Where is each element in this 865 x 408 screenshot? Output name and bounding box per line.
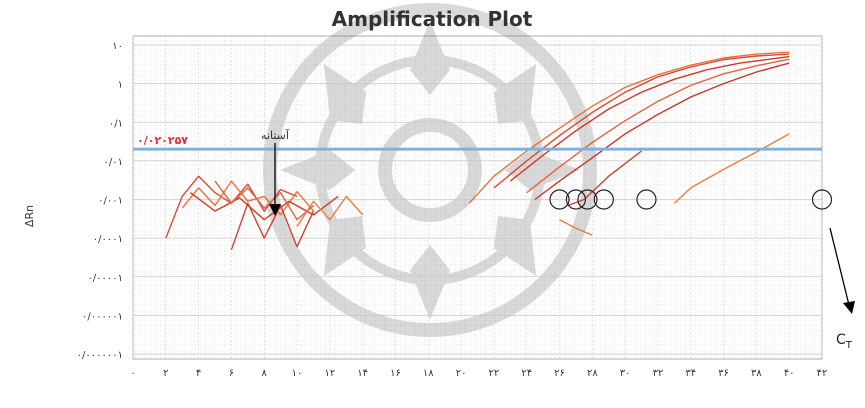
amplification-curve xyxy=(189,192,339,221)
ct-marker-circle xyxy=(549,189,570,210)
x-tick-label: ۲۰ xyxy=(456,368,467,379)
x-tick-label: ۴۰ xyxy=(784,368,795,379)
threshold-annotation: آستانه xyxy=(261,128,290,142)
x-tick-label: ۴ xyxy=(196,368,201,379)
amplification-curve xyxy=(181,180,315,216)
amplification-curve xyxy=(468,51,790,204)
y-tick-label: ۰/۰۰۱ xyxy=(98,196,123,207)
ct-label: CT xyxy=(836,332,853,351)
x-tick-label: ۸ xyxy=(262,368,268,379)
x-tick-label: ۱۸ xyxy=(423,368,434,379)
x-tick-label: ۳۶ xyxy=(718,368,729,379)
threshold-annotation-arrowhead xyxy=(269,204,281,216)
x-tick-label: ۳۲ xyxy=(653,368,664,379)
amplification-curve xyxy=(509,55,790,182)
y-tick-label: ۱ xyxy=(118,80,123,91)
y-tick-label: ۰/۰۰۰۰۰۰۱ xyxy=(77,350,123,361)
y-tick-label: ۱۰ xyxy=(112,41,123,52)
amplification-curve xyxy=(526,58,790,194)
x-tick-label: ۲۸ xyxy=(587,368,598,379)
x-tick-label: ۲۴ xyxy=(521,368,532,379)
watermark-emblem xyxy=(263,3,597,337)
x-tick-label: ۲۲ xyxy=(489,368,500,379)
x-tick-label: ۱۲ xyxy=(324,368,335,379)
x-tick-label: ۴۲ xyxy=(817,368,828,379)
amplification-curve xyxy=(214,180,314,221)
threshold-value-label: ۰/۰۲۰۲۵۷ xyxy=(137,134,188,147)
chart-title: Amplification Plot xyxy=(332,7,533,31)
y-tick-label: ۰/۰۱ xyxy=(104,157,123,168)
x-tick-label: ۳۰ xyxy=(620,368,631,379)
amplification-curve xyxy=(673,133,790,204)
x-tick-label: ۱۰ xyxy=(292,368,303,379)
ct-marker-circle xyxy=(577,189,598,210)
x-tick-label: ۱۴ xyxy=(357,368,368,379)
y-tick-label: ۰/۰۰۰۰۱ xyxy=(87,273,123,284)
amplification-curve xyxy=(567,150,642,207)
y-axis-label: ΔRn xyxy=(23,205,36,227)
x-tick-label: ۲۶ xyxy=(554,368,565,379)
ct-arrow xyxy=(829,227,850,306)
y-tick-label: ۰/۰۰۰۱ xyxy=(93,234,123,245)
amplification-curve xyxy=(230,202,315,251)
x-tick-label: ۲ xyxy=(163,368,168,379)
x-tick-label: ۱۶ xyxy=(390,368,401,379)
ct-marker-circle xyxy=(593,189,614,210)
ct-marker-circle xyxy=(811,189,833,210)
x-tick-label: ۳۴ xyxy=(685,368,696,379)
ct-marker-circle xyxy=(565,189,587,210)
amplification-curve xyxy=(296,195,364,227)
y-tick-label: ۰/۰۰۰۰۰۱ xyxy=(82,311,123,322)
x-tick-label: ۰ xyxy=(130,368,135,379)
amplification-curve xyxy=(534,62,790,201)
x-tick-label: ۶ xyxy=(229,368,234,379)
amplification-curve xyxy=(559,219,593,236)
ct-arrowhead xyxy=(843,301,855,314)
ct-label-subscript: T xyxy=(845,340,853,351)
ct-marker-circle xyxy=(636,189,657,210)
y-tick-label: ۰/۱ xyxy=(109,118,123,129)
x-tick-label: ۳۸ xyxy=(751,368,762,379)
